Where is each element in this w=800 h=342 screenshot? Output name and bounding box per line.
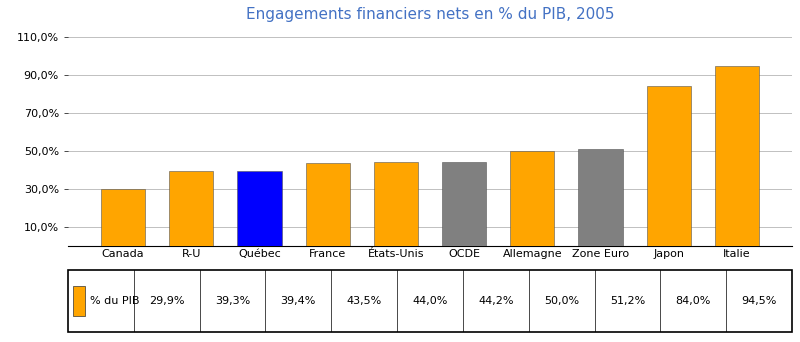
Bar <box>510 151 554 246</box>
Text: 44,2%: 44,2% <box>478 296 514 306</box>
Text: 94,5%: 94,5% <box>742 296 777 306</box>
Text: % du PIB: % du PIB <box>90 296 140 306</box>
Text: 44,0%: 44,0% <box>412 296 448 306</box>
Text: 39,3%: 39,3% <box>215 296 250 306</box>
Title: Engagements financiers nets en % du PIB, 2005: Engagements financiers nets en % du PIB,… <box>246 7 614 22</box>
Text: 51,2%: 51,2% <box>610 296 645 306</box>
Bar <box>374 162 418 246</box>
Text: 39,4%: 39,4% <box>281 296 316 306</box>
Text: 50,0%: 50,0% <box>544 296 579 306</box>
Bar <box>306 163 350 246</box>
Bar <box>101 189 146 246</box>
Text: 84,0%: 84,0% <box>675 296 711 306</box>
Bar <box>238 171 282 246</box>
Bar <box>74 286 85 316</box>
Bar <box>714 66 759 246</box>
Bar <box>578 149 622 246</box>
Bar <box>442 162 486 246</box>
Text: 29,9%: 29,9% <box>149 296 185 306</box>
Text: 43,5%: 43,5% <box>346 296 382 306</box>
Bar <box>169 171 214 246</box>
Bar <box>646 87 691 246</box>
FancyBboxPatch shape <box>68 270 792 332</box>
